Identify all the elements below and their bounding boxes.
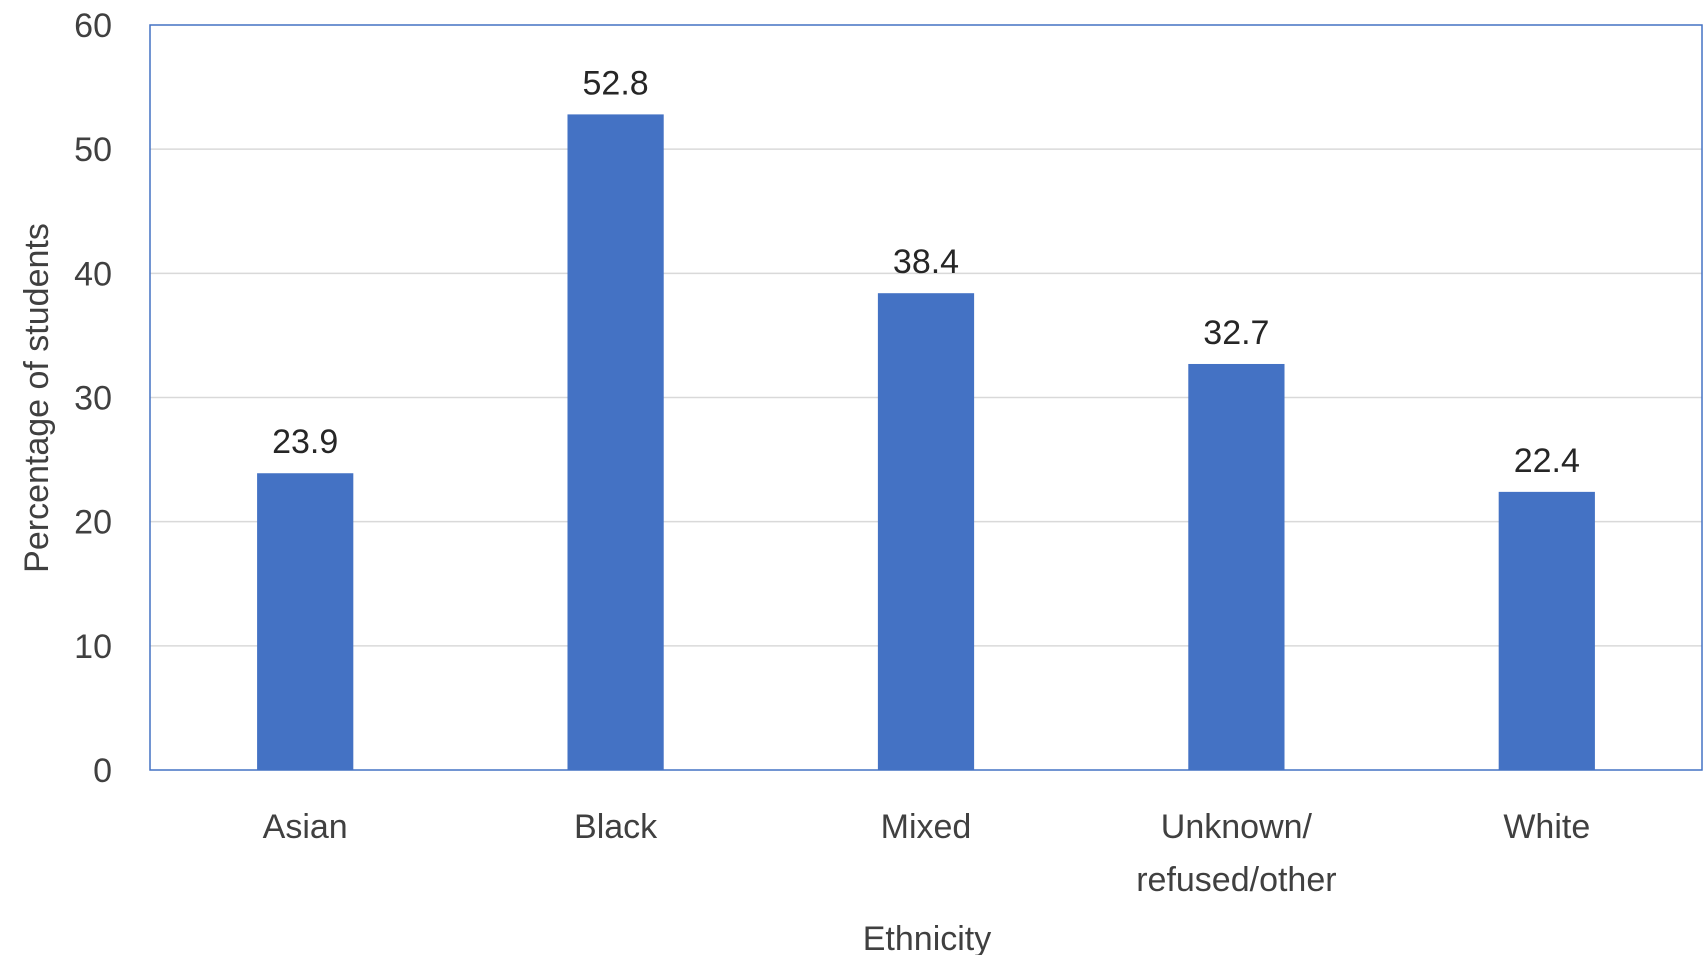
data-labels: 23.9 52.8 38.4 32.7 22.4 — [272, 64, 1580, 479]
plot-border — [149, 24, 1703, 771]
y-tick-label: 40 — [74, 255, 112, 293]
x-category-label: Asian — [263, 808, 348, 846]
data-label: 38.4 — [893, 243, 959, 281]
data-label: 32.7 — [1203, 314, 1269, 352]
y-axis-ticks: 0 10 20 30 40 50 60 — [74, 7, 112, 790]
y-tick-label: 0 — [93, 752, 112, 790]
bar — [1498, 491, 1595, 770]
y-axis-title: Percentage of students — [18, 223, 56, 573]
bar — [567, 114, 664, 770]
bars — [257, 114, 1595, 770]
x-category-label: Black — [574, 808, 658, 846]
plot-frame — [149, 24, 1703, 771]
y-tick-label: 50 — [74, 131, 112, 169]
x-category-label: refused/other — [1136, 861, 1336, 899]
data-label: 52.8 — [583, 64, 649, 102]
x-axis-title: Ethnicity — [863, 920, 992, 955]
x-axis-categories: Asian Black Mixed Unknown/refused/other Whit… — [263, 808, 1591, 899]
data-label: 22.4 — [1514, 442, 1580, 480]
bar — [1188, 363, 1285, 770]
y-tick-label: 30 — [74, 380, 112, 418]
y-tick-label: 20 — [74, 504, 112, 542]
x-category-label: White — [1503, 808, 1590, 846]
y-tick-label: 10 — [74, 628, 112, 666]
x-category-label: Unknown/ — [1161, 808, 1313, 846]
bar — [877, 293, 975, 770]
bar — [257, 473, 354, 770]
data-label: 23.9 — [272, 423, 338, 461]
x-category-label: Mixed — [881, 808, 972, 846]
y-tick-label: 60 — [74, 7, 112, 45]
